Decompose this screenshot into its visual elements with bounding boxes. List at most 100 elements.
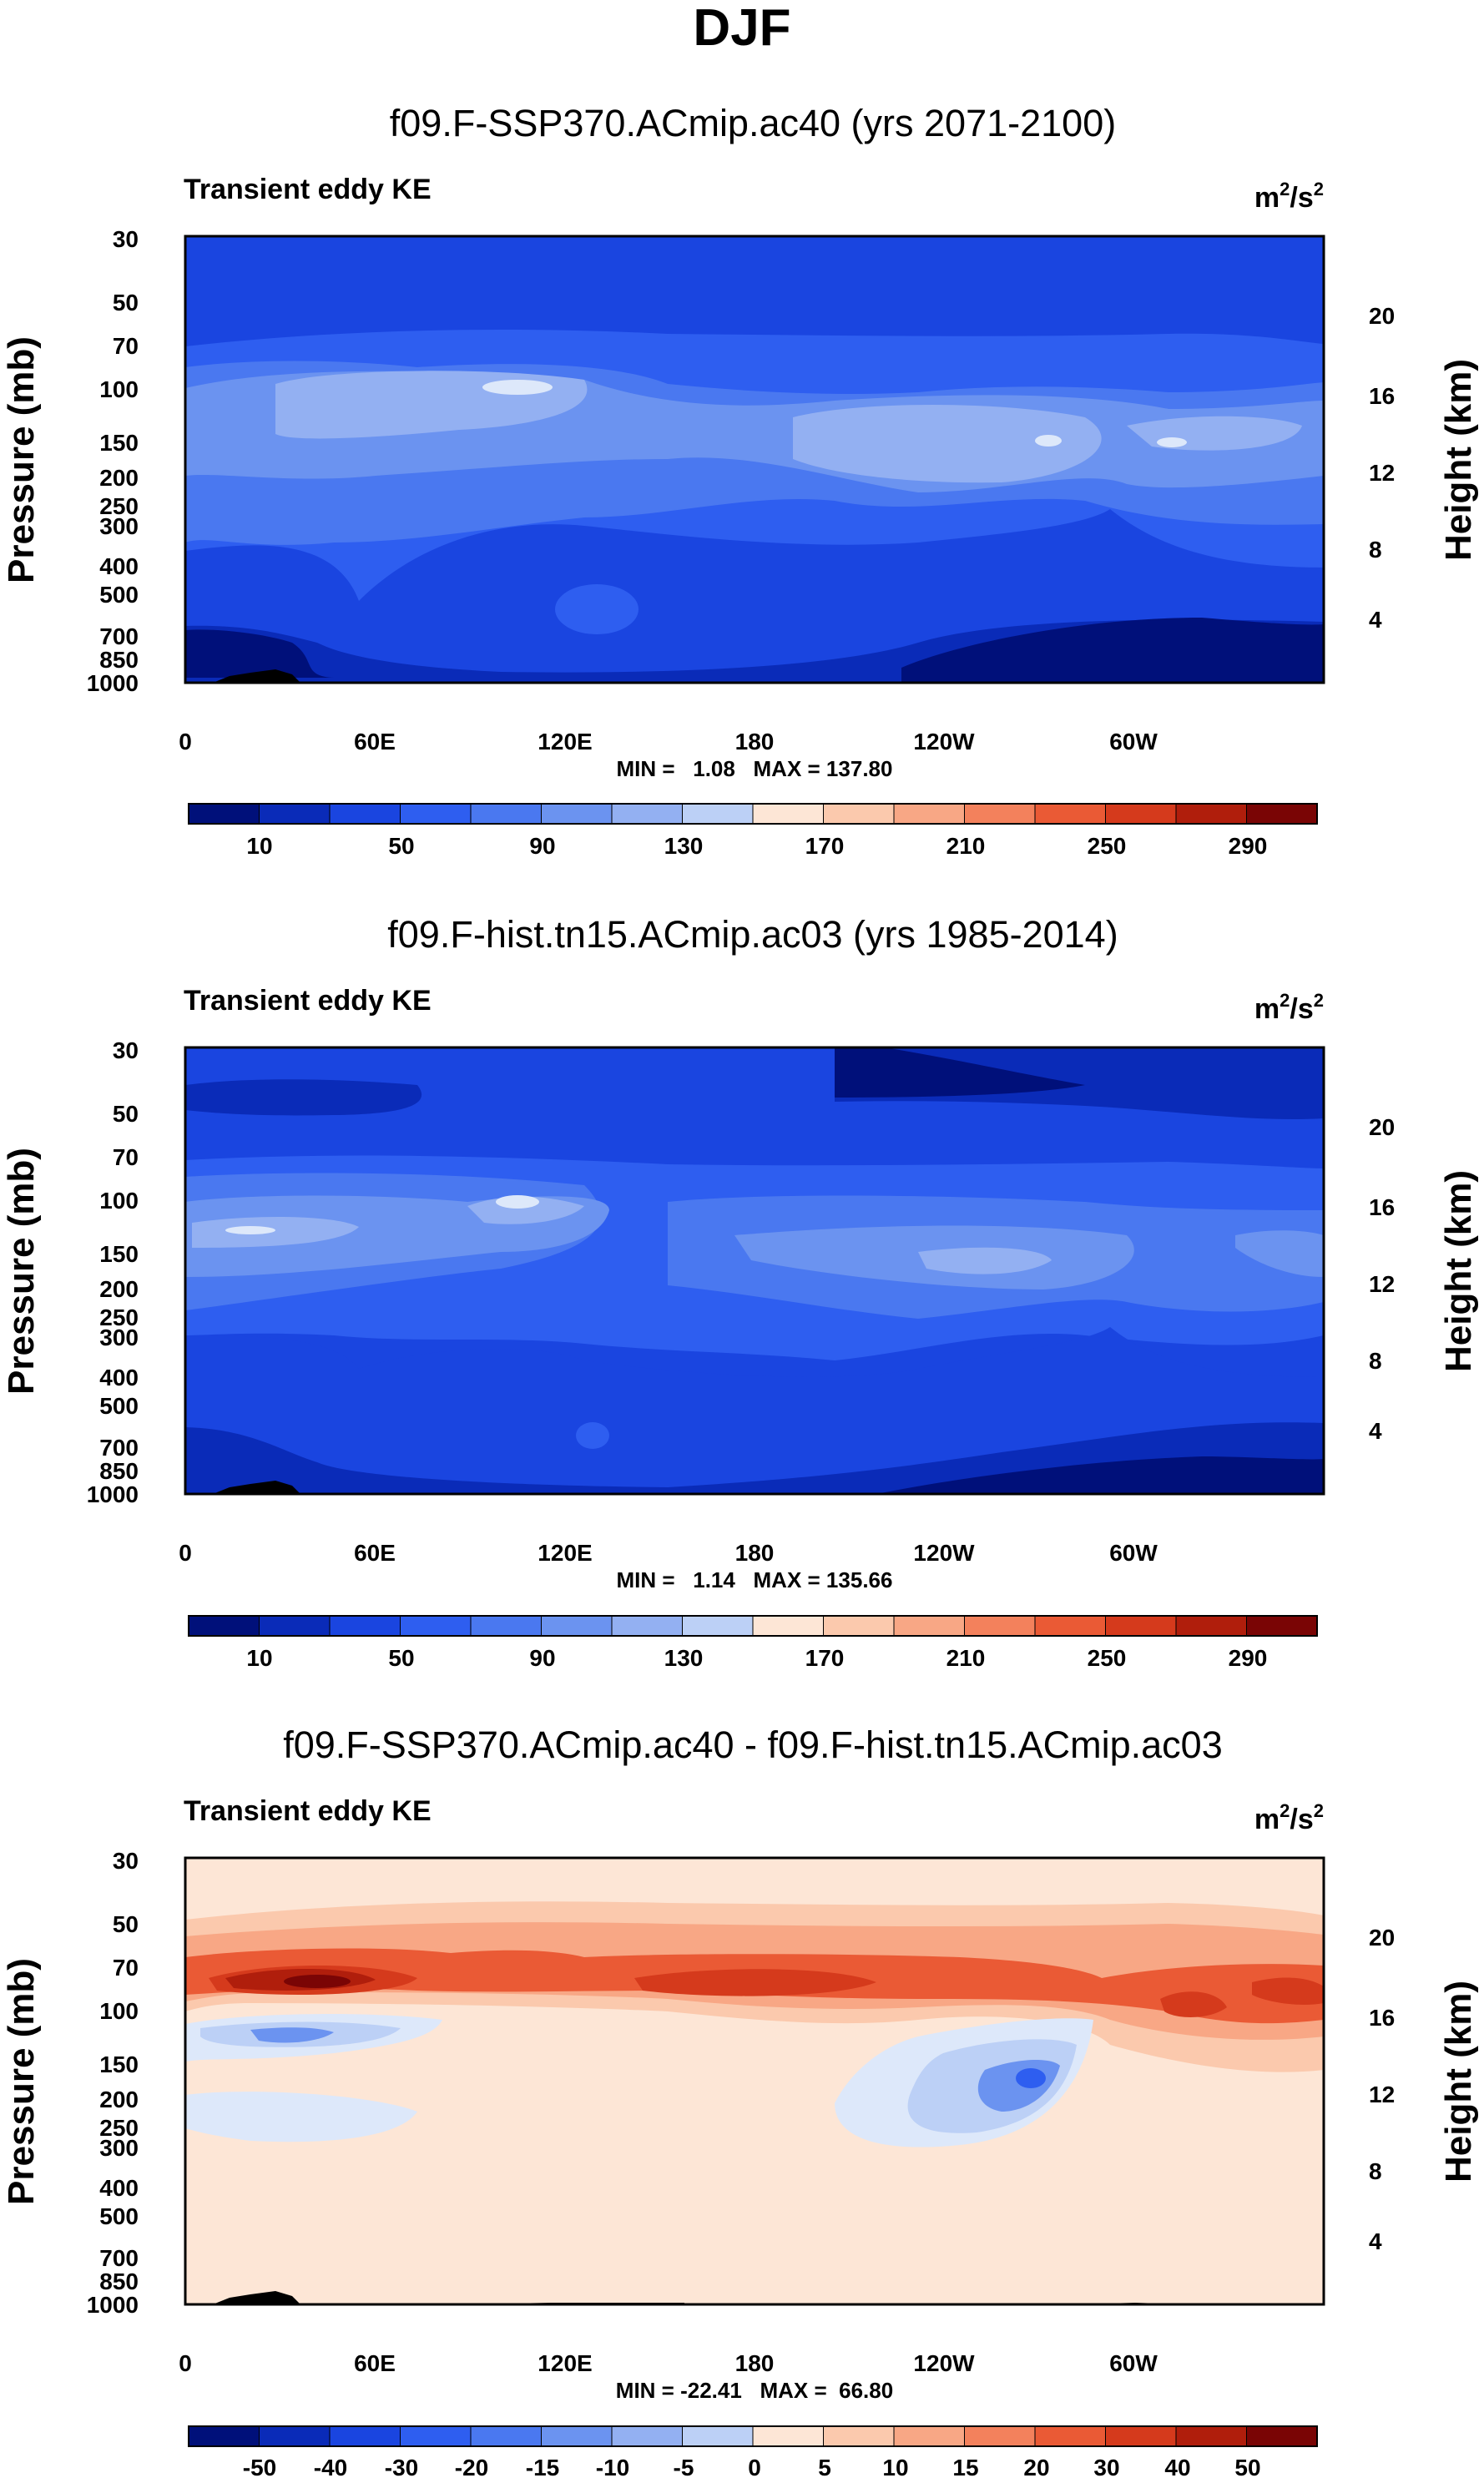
panel-1-ytick-label: 1000 (87, 670, 139, 696)
panel-1-ytick-label: 200 (99, 465, 139, 491)
panel-3-xtick-label: 180 (735, 2350, 775, 2376)
panel-3-colorbar-swatch (1246, 2425, 1318, 2447)
panel-3-ytick-label: 50 (113, 1911, 139, 1937)
panel-2-contour-strat-low (185, 1079, 422, 1116)
panel-1-colorbar-swatch (1246, 803, 1318, 825)
panel-2-xtick-label: 60W (1109, 1540, 1158, 1566)
panel-3-colorbar-label: -30 (385, 2455, 418, 2480)
panel-2-ytick-label: 700 (99, 1435, 139, 1461)
panel-2-contour-surface (876, 1456, 1324, 1494)
panel-2-axes: Pressure (mb) Height (km) 30 50 70 100 1… (1, 1037, 1479, 1592)
panel-3: f09.F-SSP370.ACmip.ac40 - f09.F-hist.tn1… (1, 1723, 1479, 2480)
panel-3-colorbar-swatch (188, 2425, 260, 2447)
panel-3-y2-ticks: 20 16 12 8 4 (1369, 1925, 1395, 2254)
panel-3-diff-min (1016, 2068, 1046, 2088)
panel-3-colorbar-label: -10 (596, 2455, 629, 2480)
panel-1-colorbar-swatch (1034, 803, 1106, 825)
panel-1-y2tick-label: 12 (1369, 460, 1395, 486)
panel-3-colorbar-swatch (823, 2425, 895, 2447)
panel-1: f09.F-SSP370.ACmip.ac40 (yrs 2071-2100) … (1, 102, 1479, 859)
panel-2-topography (213, 1481, 300, 1494)
panel-2: f09.F-hist.tn15.ACmip.ac03 (yrs 1985-201… (1, 913, 1479, 1671)
panel-3-xtick-label: 120W (913, 2350, 975, 2376)
panel-3-axes: Pressure (mb) Height (km) 30 50 70 100 1… (1, 1848, 1479, 2403)
panel-1-left-label: Transient eddy KE (184, 174, 432, 205)
panel-3-colorbar-swatch (259, 2425, 331, 2447)
panel-2-xtick-label: 120W (913, 1540, 975, 1566)
panel-1-topography (213, 669, 300, 683)
panel-3-y-axis-label: Pressure (mb) (1, 1958, 42, 2205)
panel-2-ytick-label: 100 (99, 1188, 139, 1214)
panel-3-diff-max (284, 1975, 351, 1988)
panel-2-ytick-label: 200 (99, 1276, 139, 1302)
panel-2-colorbar-swatch (259, 1615, 331, 1637)
panel-1-colorbar-label: 50 (388, 833, 414, 859)
panel-2-colorbar-swatch (752, 1615, 824, 1637)
panel-3-colorbar: -50 -40 -30 -20 -15 -10 -5 0 5 10 15 20 … (188, 2425, 1318, 2480)
panel-1-y2tick-label: 8 (1369, 537, 1382, 563)
panel-2-xtick-label: 0 (179, 1540, 192, 1566)
panel-3-colorbar-frame (188, 2425, 1318, 2447)
page-title: DJF (693, 0, 790, 57)
panel-3-y2tick-label: 4 (1369, 2228, 1382, 2254)
panel-1-ytick-label: 400 (99, 553, 139, 579)
panel-1-colorbar-swatch (752, 803, 824, 825)
panel-1-contour-surface (185, 618, 1324, 683)
panel-3-colorbar-swatch (611, 2425, 683, 2447)
panel-1-colorbar-swatch (964, 803, 1036, 825)
panel-2-y-ticks: 30 50 70 100 150 200 250 300 400 500 700… (87, 1037, 139, 1507)
panel-3-colorbar-swatch (1105, 2425, 1177, 2447)
panel-2-colorbar: 10 50 90 130 170 210 250 290 (188, 1615, 1318, 1671)
panel-3-plot-frame (184, 1856, 1325, 2306)
panel-2-colorbar-swatch (1175, 1615, 1247, 1637)
panel-2-ytick-label: 300 (99, 1325, 139, 1350)
panel-3-contour-pos-30 (209, 1966, 1324, 2017)
panel-3-ytick-label: 500 (99, 2203, 139, 2229)
panel-2-colorbar-swatch (1246, 1615, 1318, 1637)
panel-2-plot-area (184, 1046, 1325, 1496)
panel-2-y2tick-label: 16 (1369, 1194, 1395, 1220)
panel-2-colorbar-swatch (1105, 1615, 1177, 1637)
panel-2-x-ticks: 0 60E 120E 180 120W 60W (179, 1540, 1158, 1566)
panel-3-ytick-label: 1000 (87, 2292, 139, 2318)
panel-2-colorbar-swatch (400, 1615, 472, 1637)
panel-1-colorbar-label: 90 (529, 833, 555, 859)
panel-1-xtick-label: 60W (1109, 729, 1158, 754)
panel-1-ytick-label: 100 (99, 376, 139, 402)
panel-2-ytick-label: 1000 (87, 1481, 139, 1507)
panel-2-jet-max-a (225, 1226, 275, 1234)
panel-3-colorbar-swatch (1175, 2425, 1247, 2447)
panel-1-x-ticks: 0 60E 120E 180 120W 60W (179, 729, 1158, 754)
panel-1-colorbar-labels: 10 50 90 130 170 210 250 290 (246, 833, 1267, 859)
panel-1-y2-ticks: 20 16 12 8 4 (1369, 303, 1395, 633)
panel-2-ytick-label: 30 (113, 1037, 139, 1063)
panel-3-y-ticks: 30 50 70 100 150 200 250 300 400 500 700… (87, 1848, 139, 2318)
panel-2-contour-jet-core-c (1235, 1230, 1324, 1277)
panel-2-y2tick-label: 20 (1369, 1114, 1395, 1140)
panel-2-colorbar-label: 170 (805, 1645, 845, 1671)
panel-3-title: f09.F-SSP370.ACmip.ac40 - f09.F-hist.tn1… (283, 1723, 1223, 1766)
panel-1-ytick-label: 500 (99, 582, 139, 608)
panel-1-colorbar-swatch (259, 803, 331, 825)
panel-1-xtick-label: 60E (354, 729, 396, 754)
panel-3-colorbar-swatch (470, 2425, 542, 2447)
panel-1-colorbar-label: 130 (664, 833, 704, 859)
panel-1-ytick-label: 50 (113, 290, 139, 315)
panel-3-xtick-label: 0 (179, 2350, 192, 2376)
panel-3-ytick-label: 250 (99, 2115, 139, 2141)
panel-1-colorbar-frame (188, 803, 1318, 825)
panel-1-ytick-label: 250 (99, 493, 139, 519)
panel-1-colorbar-swatch (682, 803, 754, 825)
panel-1-colorbar-label: 290 (1229, 833, 1268, 859)
panel-2-colorbar-swatch (470, 1615, 542, 1637)
panel-3-y2-axis-label: Height (km) (1438, 1981, 1479, 2183)
panel-3-colorbar-swatch (964, 2425, 1036, 2447)
panel-1-colorbar: 10 50 90 130 170 210 250 290 (188, 803, 1318, 859)
panel-3-colorbar-swatch (329, 2425, 401, 2447)
panel-1-colorbar-swatch (1105, 803, 1177, 825)
panel-3-units: m2/s2 (1254, 1800, 1324, 1835)
panel-2-colorbar-label: 10 (246, 1645, 272, 1671)
panel-1-colorbar-swatch (470, 803, 542, 825)
panel-2-xtick-label: 180 (735, 1540, 775, 1566)
